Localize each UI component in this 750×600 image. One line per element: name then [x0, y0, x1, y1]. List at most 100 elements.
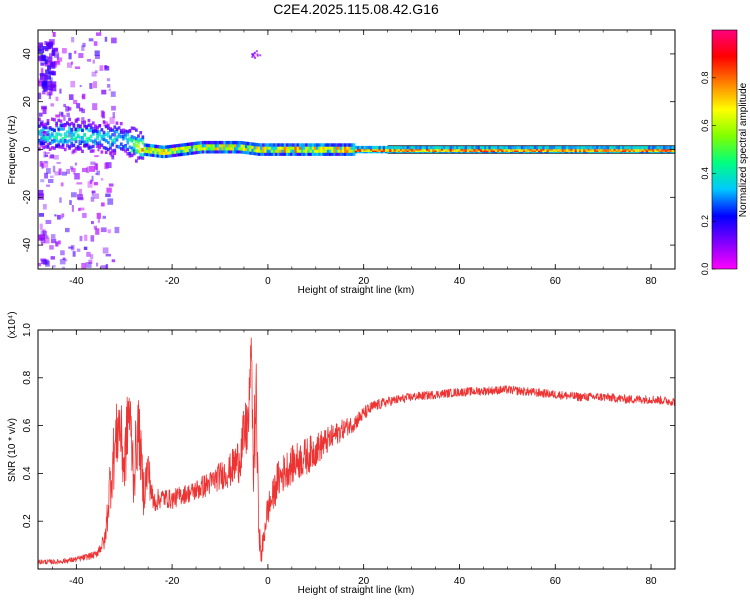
spectrogram-cell: [253, 148, 257, 153]
spectrogram-cell: [660, 145, 664, 150]
spectrogram-cell: [141, 148, 145, 152]
spectrogram-cell: [365, 145, 369, 150]
spectrogram-cell: [45, 219, 52, 225]
spectrogram-cell: [425, 145, 429, 150]
spectrogram-cell: [122, 144, 125, 149]
spectrogram-cell: [277, 152, 280, 156]
spectrogram-cell: [107, 198, 114, 205]
spectrogram-cell: [53, 118, 56, 122]
spectrogram-cell: [85, 262, 92, 268]
spectrogram-cell: [576, 145, 580, 150]
spectrogram-cell: [156, 151, 160, 155]
spectrogram-cell: [275, 146, 278, 150]
spectrogram-cell: [115, 138, 119, 142]
spectrogram-cell: [247, 141, 250, 146]
spectrogram-cell: [514, 145, 518, 150]
spectrogram-cell: [130, 153, 134, 158]
spectrogram-cell: [43, 230, 48, 238]
spectrogram-cell: [238, 143, 242, 148]
spectrogram-cell: [40, 133, 43, 137]
spectrogram-cell: [119, 134, 123, 139]
spectrogram-cell: [341, 146, 345, 150]
spectrogram-cell: [53, 146, 56, 150]
spectrogram-cell: [47, 65, 51, 71]
spectrogram-cell: [46, 130, 50, 134]
spectrogram-cell: [288, 143, 291, 147]
spectrogram-cell: [78, 124, 82, 128]
spectrogram-cell: [251, 151, 255, 156]
spectrogram-cell: [602, 145, 606, 150]
spectrogram-cell: [137, 134, 140, 138]
spectrogram-cell: [106, 126, 110, 130]
spectrogram-cell: [126, 141, 130, 145]
spectrogram-cell: [441, 145, 444, 150]
spectrogram-cell: [70, 192, 77, 198]
spectrogram-cell: [79, 207, 85, 211]
spectrogram-cell: [137, 149, 140, 154]
spectrogram-cell: [78, 207, 81, 212]
spectrogram-cell: [219, 150, 222, 154]
spectrogram-cell: [139, 152, 143, 157]
spectrogram-cell: [449, 145, 453, 150]
spectrogram-cell: [384, 145, 388, 150]
spectrogram-cell: [298, 143, 302, 147]
spectrogram-cell: [79, 85, 82, 88]
spectrogram-cell: [307, 146, 311, 150]
spectrogram-cell: [44, 154, 48, 157]
spectrogram-cell: [46, 80, 53, 87]
y-tick-label: 1.0: [22, 323, 33, 337]
spectrogram-cell: [533, 145, 537, 150]
spectrogram-cell: [66, 112, 70, 118]
spectrogram-cell: [518, 145, 522, 150]
spectrogram-cell: [126, 138, 130, 142]
spectrogram-cell: [115, 144, 119, 149]
spectrogram-cell: [130, 126, 134, 130]
spectrogram-cell: [143, 149, 147, 153]
spectrogram-cell: [259, 152, 263, 156]
spectrogram-cell: [221, 150, 224, 154]
spectrogram-cell: [210, 150, 214, 154]
spectrogram-cell: [244, 147, 248, 152]
spectrogram-cell: [328, 149, 332, 153]
spectrogram-cell: [227, 147, 231, 151]
spectrogram-cell: [165, 151, 168, 155]
spectrogram-cell: [51, 234, 56, 239]
spectrogram-cell: [303, 152, 306, 156]
spectrogram-cell: [259, 54, 262, 57]
spectrogram-cell: [132, 135, 136, 140]
spectrogram-cell: [83, 124, 87, 128]
spectrogram-cell: [219, 140, 222, 145]
spectrogram-cell: [219, 143, 222, 148]
spectrogram-cell: [38, 139, 41, 144]
spectrogram-cell: [212, 143, 216, 148]
spectrogram-cell: [184, 152, 188, 156]
spectrogram-cell: [68, 130, 71, 134]
spectrogram-cell: [90, 161, 96, 165]
spectrogram-cell: [119, 142, 123, 146]
spectrogram-cell: [296, 152, 300, 156]
spectrogram-cell: [259, 149, 263, 153]
spectrogram-cell: [66, 144, 69, 148]
spectrogram-cell: [609, 145, 612, 150]
spectrogram-cell: [494, 145, 498, 150]
spectrogram-cell: [110, 91, 116, 97]
spectrogram-cell: [87, 123, 91, 127]
spectrogram-cell: [91, 144, 95, 149]
spectrogram-cell: [102, 145, 106, 150]
spectrogram-cell: [76, 103, 81, 109]
spectrogram-cell: [126, 152, 130, 156]
spectrogram-cell: [632, 145, 636, 150]
spectrogram-cell: [175, 147, 179, 151]
spectrogram-cell: [285, 143, 289, 147]
spectrogram-cell: [40, 128, 43, 133]
spectrogram-cell: [210, 147, 214, 151]
spectrogram-cell: [171, 144, 175, 148]
spectrogram-cell: [544, 145, 548, 150]
spectrogram-cell: [281, 152, 285, 156]
spectrogram-cell: [132, 148, 136, 152]
spectrogram-cell: [639, 145, 643, 150]
spectrogram-cell: [520, 145, 524, 150]
spectrogram-cell: [167, 145, 171, 149]
spectrogram-cell: [346, 146, 349, 150]
spectrogram-cell: [85, 140, 89, 144]
